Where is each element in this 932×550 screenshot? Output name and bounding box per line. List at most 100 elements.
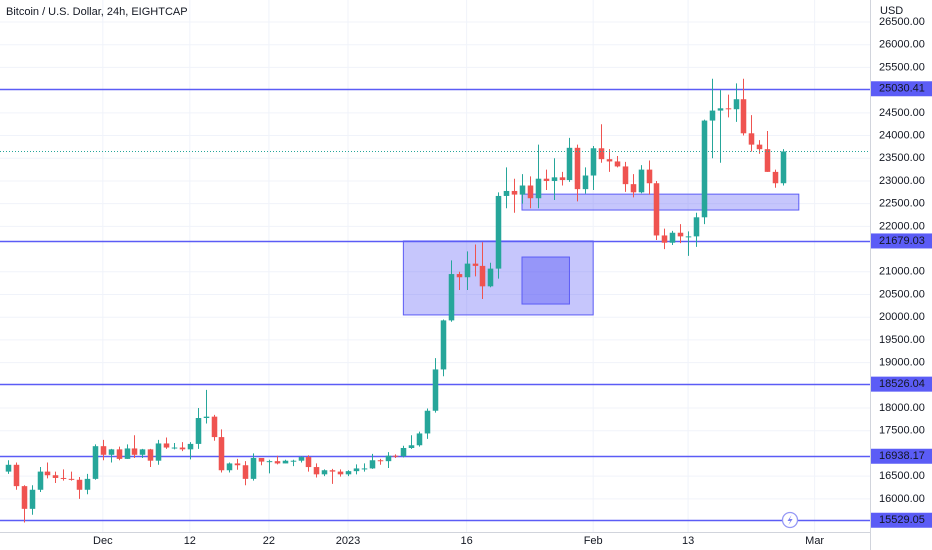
candle-body	[543, 178, 550, 181]
candle-body	[590, 148, 597, 176]
candle-body	[709, 110, 716, 121]
candle-body	[298, 457, 305, 461]
candle-body	[472, 263, 479, 266]
candle-body	[377, 460, 384, 462]
candle-body	[764, 149, 771, 172]
candle-body	[400, 447, 407, 457]
candle-body	[551, 177, 558, 181]
y-tick-label: 23500.00	[879, 152, 925, 164]
plot-area	[0, 0, 870, 532]
candle-body	[780, 151, 787, 184]
level-label-bg	[871, 512, 932, 528]
candle-body	[337, 471, 344, 475]
y-tick-label: 22000.00	[879, 220, 925, 232]
candle-body	[290, 460, 297, 462]
candle-body	[432, 369, 439, 411]
candle-body	[369, 460, 376, 469]
candle-body	[211, 416, 218, 438]
candle-body	[218, 437, 225, 471]
y-tick-label: 22500.00	[879, 198, 925, 210]
candle-body	[187, 443, 194, 450]
candle-body	[606, 159, 613, 162]
candle-body	[574, 147, 581, 190]
candle-body	[622, 166, 629, 185]
candle-body	[234, 463, 241, 466]
level-label-bg	[871, 376, 932, 392]
candle-body	[258, 457, 265, 462]
candle-body	[725, 108, 732, 110]
x-tick-label: 22	[263, 535, 275, 547]
level-label: 18526.04	[879, 378, 925, 390]
candle-body	[226, 463, 233, 471]
y-tick-label: 16000.00	[879, 493, 925, 505]
candle-body	[139, 449, 146, 455]
candle-body	[385, 455, 392, 462]
y-tick-label: 20000.00	[879, 311, 925, 323]
candle-body	[527, 185, 534, 199]
candle-body	[661, 235, 668, 243]
candle-body	[345, 471, 352, 475]
candle-body	[614, 161, 621, 167]
candle-body	[92, 446, 99, 479]
candle-body	[131, 448, 138, 455]
y-tick-label: 26500.00	[879, 16, 925, 28]
candle-body	[155, 443, 162, 461]
candle-body	[203, 416, 210, 419]
zone	[521, 256, 570, 305]
candle-body	[29, 489, 36, 509]
candle-body	[250, 457, 257, 479]
candle-body	[701, 120, 708, 218]
candle-body	[772, 171, 779, 184]
y-tick-label: 19000.00	[879, 357, 925, 369]
candle-body	[305, 457, 312, 468]
candle-body	[282, 460, 289, 464]
level-label-bg	[871, 233, 932, 249]
level-label: 21679.03	[879, 235, 925, 247]
candle-body	[487, 268, 494, 287]
x-tick-label: 13	[682, 535, 694, 547]
candle-body	[582, 175, 589, 190]
candle-body	[535, 178, 542, 199]
candle-body	[68, 478, 75, 480]
level-label: 25030.41	[879, 83, 925, 95]
level-label-bg	[871, 81, 932, 97]
y-tick-label: 18000.00	[879, 402, 925, 414]
candle-body	[756, 144, 763, 150]
candle-body	[495, 195, 502, 269]
candle-body	[669, 232, 676, 243]
y-tick-label: 25500.00	[879, 61, 925, 73]
candle-body	[653, 183, 660, 236]
candle-body	[171, 447, 178, 449]
y-tick-label: 24000.00	[879, 129, 925, 141]
candle-body	[448, 274, 455, 321]
y-tick-label: 19500.00	[879, 334, 925, 346]
candle-body	[76, 479, 83, 490]
candle-body	[37, 471, 44, 490]
candle-body	[503, 190, 510, 196]
x-tick-label: Dec	[93, 535, 113, 547]
candle-body	[440, 320, 447, 370]
candle-body	[630, 184, 637, 193]
zone	[521, 193, 800, 211]
candle-body	[147, 449, 154, 461]
candle-body	[519, 185, 526, 195]
x-tick-label: 16	[461, 535, 473, 547]
candle-body	[108, 449, 115, 455]
flash-icon	[781, 511, 799, 529]
candle-body	[195, 418, 202, 444]
y-tick-label: 20500.00	[879, 288, 925, 300]
level-label: 16938.17	[879, 450, 925, 462]
candle-body	[693, 217, 700, 237]
candle-body	[646, 169, 653, 184]
x-tick-label: Feb	[584, 535, 603, 547]
candle-body	[464, 263, 471, 278]
candle-body	[740, 99, 747, 134]
candle-body	[329, 470, 336, 472]
candle-body	[638, 169, 645, 193]
candle-body	[424, 410, 431, 434]
candle-body	[685, 236, 692, 238]
candle-body	[559, 177, 566, 181]
y-tick-label: 23000.00	[879, 175, 925, 187]
y-tick-label: 17500.00	[879, 425, 925, 437]
